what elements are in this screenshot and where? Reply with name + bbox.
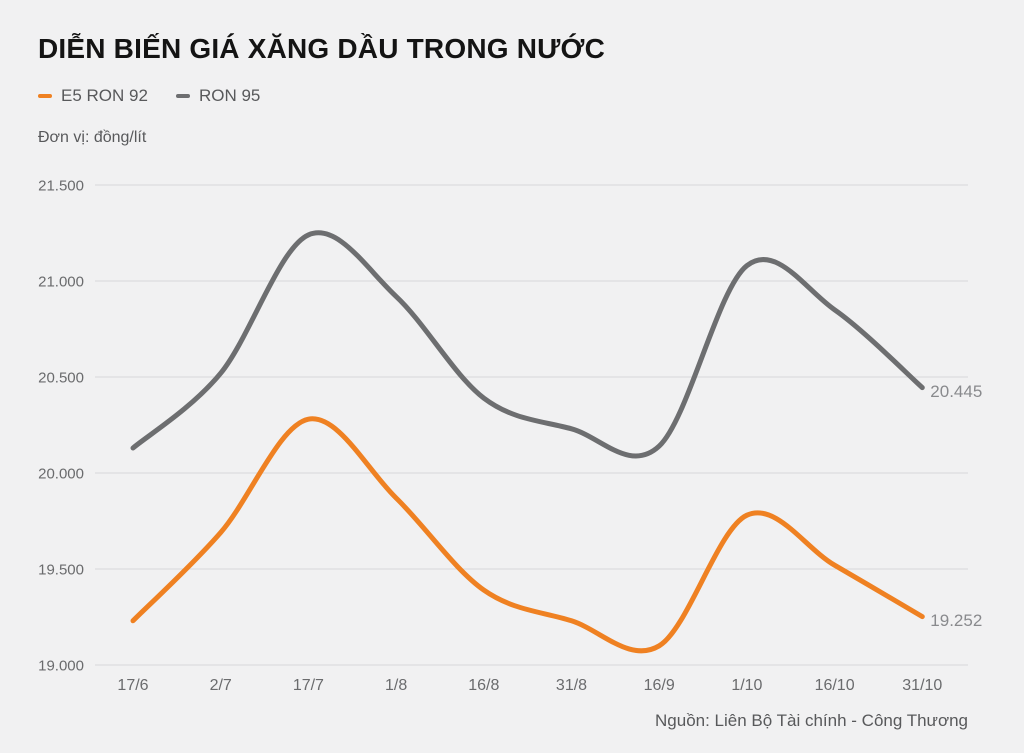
x-tick-label: 2/7 — [209, 677, 232, 694]
legend-item-e5-ron-92: E5 RON 92 — [38, 86, 148, 106]
series-line-e5-ron-92 — [130, 416, 925, 654]
x-tick-label: 17/7 — [292, 677, 324, 694]
x-tick-label: 16/10 — [814, 677, 855, 694]
legend-swatch-e5-icon — [38, 94, 52, 98]
legend-swatch-ron95-icon — [175, 94, 190, 98]
legend-label-e5: E5 RON 92 — [61, 86, 148, 105]
unit-label: Đơn vị: đồng/lít — [38, 129, 147, 146]
y-tick-label: 20.000 — [38, 465, 84, 483]
x-tick-label: 31/8 — [555, 677, 588, 694]
legend-item-ron-95: RON 95 — [175, 86, 261, 106]
y-tick-label: 21.500 — [38, 177, 84, 195]
series-line-ron-95 — [130, 230, 925, 459]
x-tick-label: 16/8 — [468, 677, 500, 694]
legend-label-ron95: RON 95 — [198, 86, 261, 105]
x-tick-label: 1/10 — [731, 677, 763, 694]
y-tick-label: 20.500 — [38, 369, 84, 387]
y-tick-label: 19.000 — [38, 657, 84, 675]
page-title: DIỄN BIẾN GIÁ XĂNG DẦU TRONG NƯỚC — [38, 33, 606, 64]
x-tick-label: 16/9 — [643, 677, 675, 694]
end-label-ron95: 20.445 — [930, 381, 983, 401]
y-tick-label: 21.000 — [38, 273, 84, 291]
x-tick-label: 31/10 — [902, 677, 943, 694]
source-attribution: Nguồn: Liên Bộ Tài chính - Công Thương — [655, 711, 968, 730]
x-tick-label: 1/8 — [384, 677, 408, 694]
x-tick-label: 17/6 — [117, 677, 149, 694]
end-label-e5: 19.252 — [930, 610, 983, 630]
y-tick-label: 19.500 — [38, 561, 84, 579]
chart-legend: E5 RON 92 RON 95 — [38, 86, 260, 106]
